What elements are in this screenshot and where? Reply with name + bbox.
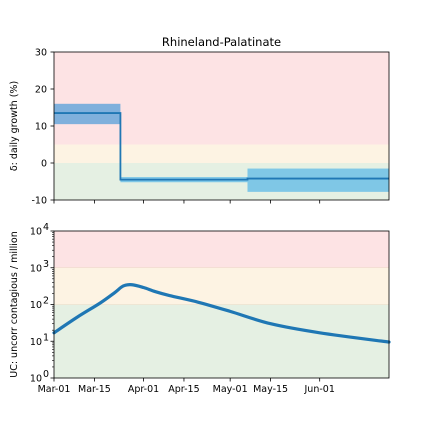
contagious-x-tick-label: May-01 <box>213 384 248 395</box>
growth-y-tick-label: 30 <box>35 48 47 59</box>
growth-ci-band-2 <box>247 169 389 192</box>
contagious-y-tick-exponent: 3 <box>43 259 49 270</box>
contagious-band-2 <box>54 305 389 379</box>
growth-y-ticks: -10 0 10 20 30 <box>31 48 54 207</box>
growth-y-tick-label: 0 <box>41 159 47 170</box>
contagious-x-tick-label: Mar-15 <box>78 384 111 395</box>
contagious-y-axis-label: UC: uncorr contagious / million <box>9 231 20 378</box>
growth-y-axis-label: δ: daily growth (%) <box>9 81 20 171</box>
contagious-y-tick-label: 10 <box>30 337 42 348</box>
growth-y-tick-label: -10 <box>31 196 47 207</box>
contagious-y-tick-label: 10 <box>30 300 42 311</box>
growth-band-1 <box>54 145 389 164</box>
contagious-y-tick-exponent: 0 <box>43 369 49 380</box>
contagious-x-ticks: Mar-01 Mar-15 Apr-01 Apr-15 May-01 May-15 Jun-… <box>38 378 335 395</box>
contagious-y-tick-label: 10 <box>30 374 42 385</box>
chart-title: Rhineland-Palatinate <box>162 35 281 49</box>
contagious-x-tick-label: May-15 <box>253 384 288 395</box>
contagious-x-tick-label: Jun-01 <box>304 384 335 395</box>
growth-chart: -10 0 10 20 30 Rhineland-Palatinate δ: daily… <box>9 35 389 207</box>
contagious-band-0 <box>54 231 389 268</box>
growth-x-ticks <box>54 200 320 204</box>
contagious-y-tick-label: 10 <box>30 227 42 238</box>
contagious-x-tick-label: Mar-01 <box>38 384 71 395</box>
contagious-y-tick-exponent: 1 <box>43 332 49 343</box>
growth-y-tick-label: 20 <box>35 85 47 96</box>
contagious-bands <box>54 231 389 378</box>
contagious-y-tick-label: 10 <box>30 263 42 274</box>
contagious-x-tick-label: Apr-01 <box>128 384 159 395</box>
growth-y-tick-label: 10 <box>35 122 47 133</box>
contagious-x-tick-label: Apr-15 <box>168 384 199 395</box>
contagious-y-tick-exponent: 2 <box>43 296 49 307</box>
growth-band-0 <box>54 52 389 145</box>
contagious-y-tick-exponent: 4 <box>43 222 49 233</box>
growth-ci-band-0 <box>54 104 120 124</box>
